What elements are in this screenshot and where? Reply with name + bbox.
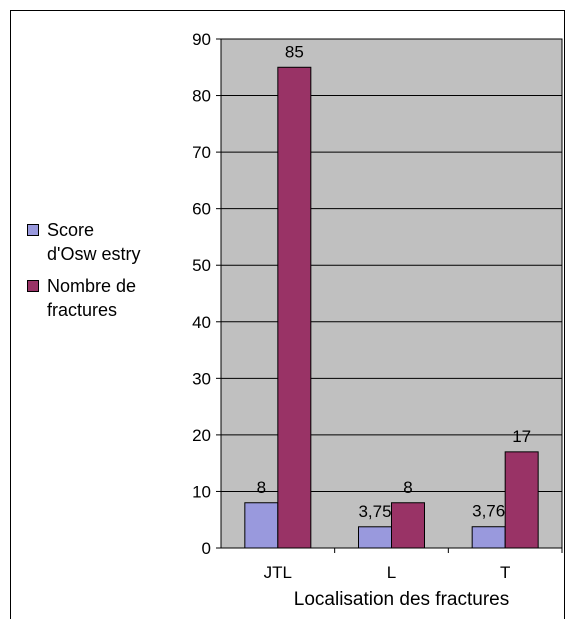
bar-1-jtl xyxy=(277,66,312,549)
data-label: 3,76 xyxy=(472,502,505,521)
legend-swatch-fractures xyxy=(27,280,39,292)
x-tick-label: T xyxy=(500,563,510,582)
x-tick-label: L xyxy=(387,563,396,582)
legend: Score d'Osw estry Nombre de fractures xyxy=(27,218,177,330)
y-tick-label: 0 xyxy=(202,539,211,558)
chart-frame xyxy=(10,10,565,619)
y-tick-label: 20 xyxy=(192,426,211,445)
legend-label-score-line1: Score xyxy=(47,220,95,240)
y-tick-label: 30 xyxy=(192,369,211,388)
y-tick-label: 90 xyxy=(192,30,211,49)
bar-0-t xyxy=(471,526,506,549)
y-tick-label: 60 xyxy=(192,200,211,219)
data-label: 17 xyxy=(512,427,531,446)
data-label: 3,75 xyxy=(358,502,391,521)
data-label: 8 xyxy=(257,478,266,497)
data-label: 8 xyxy=(403,478,412,497)
y-tick-label: 70 xyxy=(192,143,211,162)
bar-0-jtl xyxy=(244,502,279,549)
legend-item-fractures: Nombre de fractures xyxy=(27,274,177,322)
legend-label-score-line2: d'Osw estry xyxy=(47,244,141,264)
bar-1-l xyxy=(391,502,425,549)
y-tick-label: 50 xyxy=(192,256,211,275)
legend-item-score: Score d'Osw estry xyxy=(27,218,177,266)
data-label: 85 xyxy=(285,42,304,61)
y-tick-label: 80 xyxy=(192,87,211,106)
legend-label-fractures-line1: Nombre de xyxy=(47,276,137,296)
x-tick-label: JTL xyxy=(264,563,292,582)
legend-swatch-score xyxy=(27,224,39,236)
y-tick-label: 10 xyxy=(192,482,211,501)
x-axis-title: Localisation des fractures xyxy=(294,589,509,610)
bar-0-l xyxy=(358,526,392,549)
y-tick-label: 40 xyxy=(192,313,211,332)
legend-label-fractures-line2: fractures xyxy=(47,300,118,320)
bar-1-t xyxy=(504,451,539,549)
